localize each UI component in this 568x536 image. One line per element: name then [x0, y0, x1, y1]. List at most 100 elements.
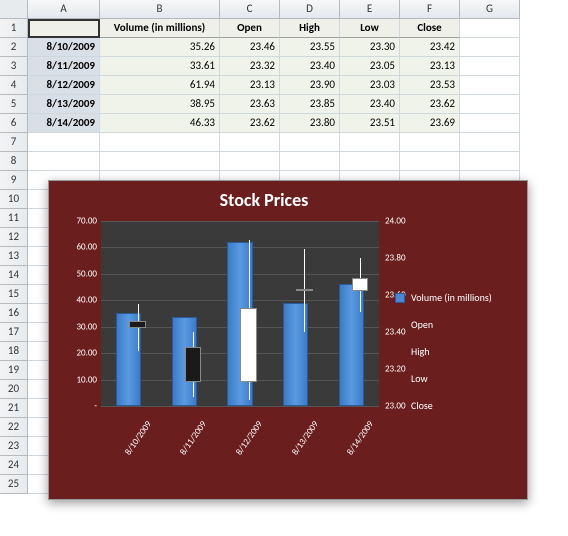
col-header-D[interactable]: D	[280, 0, 340, 19]
cell-B6[interactable]: 46.33	[100, 114, 220, 133]
cell-B5[interactable]: 38.95	[100, 95, 220, 114]
cell-F1[interactable]: Close	[400, 19, 460, 38]
row-header-25[interactable]: 25	[0, 475, 28, 494]
row-header-4[interactable]: 4	[0, 76, 28, 95]
row-header-5[interactable]: 5	[0, 95, 28, 114]
cell-C4[interactable]: 23.13	[220, 76, 280, 95]
row-header-14[interactable]: 14	[0, 266, 28, 285]
candle-body	[129, 321, 146, 328]
cell-C1[interactable]: Open	[220, 19, 280, 38]
x-axis-labels: 8/10/20098/11/20098/12/20098/13/20098/14…	[101, 409, 379, 479]
row-header-6[interactable]: 6	[0, 114, 28, 133]
row-header-12[interactable]: 12	[0, 228, 28, 247]
row-header-11[interactable]: 11	[0, 209, 28, 228]
row-header-24[interactable]: 24	[0, 456, 28, 475]
row-header-7[interactable]: 7	[0, 133, 28, 152]
cell-F6[interactable]: 23.69	[400, 114, 460, 133]
cell-E2[interactable]: 23.30	[340, 38, 400, 57]
legend-item: High	[395, 345, 515, 358]
cell-B8[interactable]	[100, 152, 220, 171]
row-header-18[interactable]: 18	[0, 342, 28, 361]
cell-G2[interactable]	[460, 38, 520, 57]
cell-G7[interactable]	[460, 133, 520, 152]
cell-A3[interactable]: 8/11/2009	[28, 57, 100, 76]
x-label: 8/10/2009	[116, 419, 154, 466]
cell-D6[interactable]: 23.80	[280, 114, 340, 133]
cell-D8[interactable]	[280, 152, 340, 171]
cell-F5[interactable]: 23.62	[400, 95, 460, 114]
cell-E5[interactable]: 23.40	[340, 95, 400, 114]
row-header-3[interactable]: 3	[0, 57, 28, 76]
row-header-20[interactable]: 20	[0, 380, 28, 399]
legend-label: Close	[411, 399, 433, 412]
col-header-A[interactable]: A	[28, 0, 100, 19]
cell-A6[interactable]: 8/14/2009	[28, 114, 100, 133]
row-header-16[interactable]: 16	[0, 304, 28, 323]
cell-E6[interactable]: 23.51	[340, 114, 400, 133]
col-header-C[interactable]: C	[220, 0, 280, 19]
cell-A7[interactable]	[28, 133, 100, 152]
cell-E3[interactable]: 23.05	[340, 57, 400, 76]
cell-F2[interactable]: 23.42	[400, 38, 460, 57]
cell-C6[interactable]: 23.62	[220, 114, 280, 133]
cell-C3[interactable]: 23.32	[220, 57, 280, 76]
row-header-23[interactable]: 23	[0, 437, 28, 456]
cell-F8[interactable]	[400, 152, 460, 171]
row-header-13[interactable]: 13	[0, 247, 28, 266]
chart-legend: Volume (in millions)OpenHighLowClose	[395, 291, 515, 426]
cell-A8[interactable]	[28, 152, 100, 171]
cell-G3[interactable]	[460, 57, 520, 76]
cell-E4[interactable]: 23.03	[340, 76, 400, 95]
cell-A4[interactable]: 8/12/2009	[28, 76, 100, 95]
cell-A1[interactable]	[28, 19, 100, 38]
cell-B2[interactable]: 35.26	[100, 38, 220, 57]
cell-D4[interactable]: 23.90	[280, 76, 340, 95]
row-header-17[interactable]: 17	[0, 323, 28, 342]
row-header-2[interactable]: 2	[0, 38, 28, 57]
row-header-15[interactable]: 15	[0, 285, 28, 304]
cell-B3[interactable]: 33.61	[100, 57, 220, 76]
cell-D7[interactable]	[280, 133, 340, 152]
cell-B1[interactable]: Volume (in millions)	[100, 19, 220, 38]
legend-swatch	[395, 347, 405, 357]
cell-C2[interactable]: 23.46	[220, 38, 280, 57]
row-header-19[interactable]: 19	[0, 361, 28, 380]
row-header-8[interactable]: 8	[0, 152, 28, 171]
cell-A5[interactable]: 8/13/2009	[28, 95, 100, 114]
cell-F4[interactable]: 23.53	[400, 76, 460, 95]
cell-C7[interactable]	[220, 133, 280, 152]
cell-C5[interactable]: 23.63	[220, 95, 280, 114]
ytick-left: 30.00	[76, 321, 97, 332]
col-header-F[interactable]: F	[400, 0, 460, 19]
cell-G1[interactable]	[460, 19, 520, 38]
row-header-10[interactable]: 10	[0, 190, 28, 209]
cell-G4[interactable]	[460, 76, 520, 95]
cell-E7[interactable]	[340, 133, 400, 152]
cell-D5[interactable]: 23.85	[280, 95, 340, 114]
cell-A2[interactable]: 8/10/2009	[28, 38, 100, 57]
select-all-corner[interactable]	[0, 0, 28, 19]
col-header-B[interactable]: B	[100, 0, 220, 19]
cell-D3[interactable]: 23.40	[280, 57, 340, 76]
cell-D1[interactable]: High	[280, 19, 340, 38]
col-header-E[interactable]: E	[340, 0, 400, 19]
cell-D2[interactable]: 23.55	[280, 38, 340, 57]
row-header-1[interactable]: 1	[0, 19, 28, 38]
cell-G8[interactable]	[460, 152, 520, 171]
cell-E8[interactable]	[340, 152, 400, 171]
cell-G5[interactable]	[460, 95, 520, 114]
cell-B7[interactable]	[100, 133, 220, 152]
col-header-G[interactable]: G	[460, 0, 520, 19]
legend-label: Low	[411, 372, 428, 385]
cell-C8[interactable]	[220, 152, 280, 171]
cell-F7[interactable]	[400, 133, 460, 152]
row-header-9[interactable]: 9	[0, 171, 28, 190]
row-header-22[interactable]: 22	[0, 418, 28, 437]
cell-F3[interactable]: 23.13	[400, 57, 460, 76]
cell-E1[interactable]: Low	[340, 19, 400, 38]
cell-B4[interactable]: 61.94	[100, 76, 220, 95]
ytick-left: 10.00	[76, 374, 97, 385]
row-header-21[interactable]: 21	[0, 399, 28, 418]
cell-G6[interactable]	[460, 114, 520, 133]
stock-chart[interactable]: Stock Prices 70.0060.0050.0040.0030.0020…	[48, 180, 528, 500]
